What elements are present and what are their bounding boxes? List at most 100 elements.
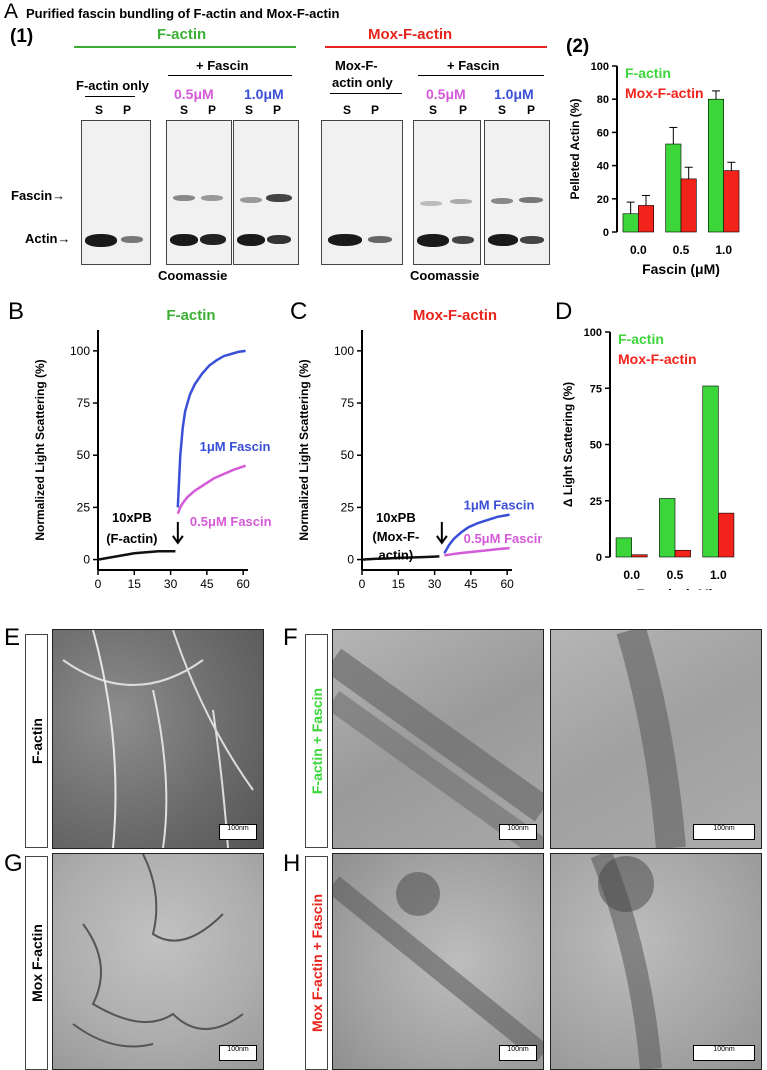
bar-factin bbox=[708, 98, 724, 233]
mox-group-header: Mox-F-actin bbox=[368, 26, 453, 43]
lane-p: P bbox=[527, 103, 536, 117]
legend-entry: Mox-F-actin bbox=[625, 85, 704, 101]
conc-10-label: 1.0μM bbox=[244, 86, 284, 102]
y-tick-label: 25 bbox=[77, 500, 91, 514]
plus-fascin-underline bbox=[418, 75, 544, 76]
series-label: 0.5μM Fascin bbox=[464, 531, 542, 546]
panel-a2-label: (2) bbox=[566, 36, 590, 57]
bar-mox bbox=[638, 205, 654, 233]
plus-fascin-label: + Fascin bbox=[447, 58, 500, 73]
series-label: 1μM Fascin bbox=[464, 497, 535, 512]
x-tick-label: 60 bbox=[236, 577, 250, 590]
fascin-band bbox=[266, 194, 292, 202]
y-tick-label: 75 bbox=[341, 396, 355, 410]
gel-factin-fascin-05 bbox=[166, 120, 232, 265]
x-tick-label: 0.5 bbox=[673, 243, 690, 257]
y-tick-label: 25 bbox=[590, 496, 602, 508]
y-tick-label: 0 bbox=[596, 552, 602, 564]
scale-bar: 100nm bbox=[693, 1045, 755, 1061]
scale-bar-label: 100nm bbox=[227, 825, 249, 832]
bar-factin bbox=[702, 385, 719, 558]
actin-band bbox=[488, 234, 518, 246]
panel-e-letter: E bbox=[4, 624, 21, 651]
x-tick-label: 60 bbox=[500, 577, 514, 590]
series-label: 1μM Fascin bbox=[200, 439, 271, 454]
x-tick-label: 30 bbox=[164, 577, 178, 590]
fascin-band bbox=[450, 199, 472, 204]
fascin-band bbox=[173, 195, 195, 201]
conc-05-label: 0.5μM bbox=[426, 86, 466, 102]
em-bundle bbox=[616, 630, 686, 848]
x-tick-label: 1.0 bbox=[715, 243, 732, 257]
scale-bar-label: 100nm bbox=[713, 1046, 735, 1053]
x-tick-label: 0.0 bbox=[623, 568, 640, 582]
y-tick-label: 20 bbox=[597, 194, 609, 206]
series-line bbox=[444, 546, 510, 557]
lane-p: P bbox=[273, 103, 282, 117]
y-tick-label: 60 bbox=[597, 127, 609, 139]
x-tick-label: 1.0 bbox=[710, 568, 727, 582]
em-bundle bbox=[590, 854, 662, 1069]
panel-f-letter: F bbox=[283, 624, 298, 651]
panel-a-letter: A bbox=[4, 0, 19, 23]
actin-band bbox=[452, 236, 474, 244]
x-tick-label: 0.0 bbox=[630, 243, 647, 257]
actin-band bbox=[328, 234, 362, 246]
scale-bar-label: 100nm bbox=[507, 1046, 529, 1053]
y-axis-label: Normalized Light Scattering (%) bbox=[33, 359, 47, 540]
chart-title: F-actin bbox=[166, 307, 215, 324]
em-image-f2: 100nm bbox=[550, 629, 762, 849]
scale-bar-label: 100nm bbox=[227, 1046, 249, 1053]
arrow-head bbox=[172, 535, 184, 545]
gel-mox-only bbox=[321, 120, 403, 265]
panel-b-letter: B bbox=[8, 298, 25, 325]
y-tick-label: 75 bbox=[590, 383, 602, 395]
side-label-e-text: F-actin bbox=[28, 718, 45, 764]
y-tick-label: 0 bbox=[603, 227, 609, 239]
mox-group-line bbox=[325, 46, 547, 48]
annotation: (Mox-F- bbox=[372, 529, 419, 544]
x-axis-label: Fascin (μM) bbox=[642, 261, 720, 277]
side-label-h: Mox F-actin + Fascin bbox=[305, 856, 328, 1070]
gel-factin-fascin-10 bbox=[233, 120, 299, 265]
fascin-band bbox=[240, 197, 262, 203]
em-image-h2: 100nm bbox=[550, 853, 762, 1070]
bar-mox bbox=[723, 170, 740, 233]
chart-a2: 0 20 40 60 80 100 0.0 0.5 1.0 Fascin (μM) Pelleted… bbox=[568, 61, 740, 277]
panel-d-letter: D bbox=[555, 298, 573, 325]
factin-only-underline bbox=[85, 96, 135, 97]
em-filaments bbox=[62, 630, 254, 848]
series-line bbox=[361, 555, 440, 561]
fascin-band bbox=[420, 201, 442, 206]
annotation: 10xPB bbox=[112, 510, 152, 525]
chart-d: 0 25 50 75 100 0.0 0.5 1.0 Fascin (μM) Δ Light Sc… bbox=[561, 327, 735, 590]
scale-bar-label: 100nm bbox=[507, 825, 529, 832]
y-tick-label: 40 bbox=[597, 161, 609, 173]
scale-bar: 100nm bbox=[499, 1045, 537, 1061]
side-label-f: F-actin + Fascin bbox=[305, 634, 328, 848]
side-label-g: Mox F-actin bbox=[25, 856, 48, 1070]
x-tick-label: 45 bbox=[200, 577, 214, 590]
side-label-f-text: F-actin + Fascin bbox=[308, 687, 325, 795]
actin-band bbox=[417, 234, 449, 247]
lane-p: P bbox=[371, 103, 380, 117]
series-line bbox=[176, 464, 247, 515]
em-bundle bbox=[333, 872, 543, 1062]
x-tick-label: 30 bbox=[428, 577, 442, 590]
scale-bar: 100nm bbox=[499, 824, 537, 840]
y-tick-label: 50 bbox=[77, 448, 91, 462]
actin-band bbox=[368, 236, 392, 243]
mox-only-label-1: Mox-F- bbox=[335, 58, 378, 73]
actin-band-arrow: Actin→ bbox=[25, 231, 71, 246]
x-tick-label: 45 bbox=[464, 577, 478, 590]
conc-10-label: 1.0μM bbox=[494, 86, 534, 102]
side-label-h-text: Mox F-actin + Fascin bbox=[308, 893, 325, 1033]
bar-mox bbox=[631, 554, 648, 558]
y-tick-label: 80 bbox=[597, 94, 609, 106]
y-tick-label: 75 bbox=[77, 396, 91, 410]
gel-mox-fascin-10 bbox=[484, 120, 550, 265]
em-image-g: 100nm bbox=[52, 853, 264, 1070]
y-tick-label: 100 bbox=[591, 61, 609, 73]
lane-s: S bbox=[498, 103, 507, 117]
side-label-g-text: Mox F-actin bbox=[28, 924, 45, 1002]
